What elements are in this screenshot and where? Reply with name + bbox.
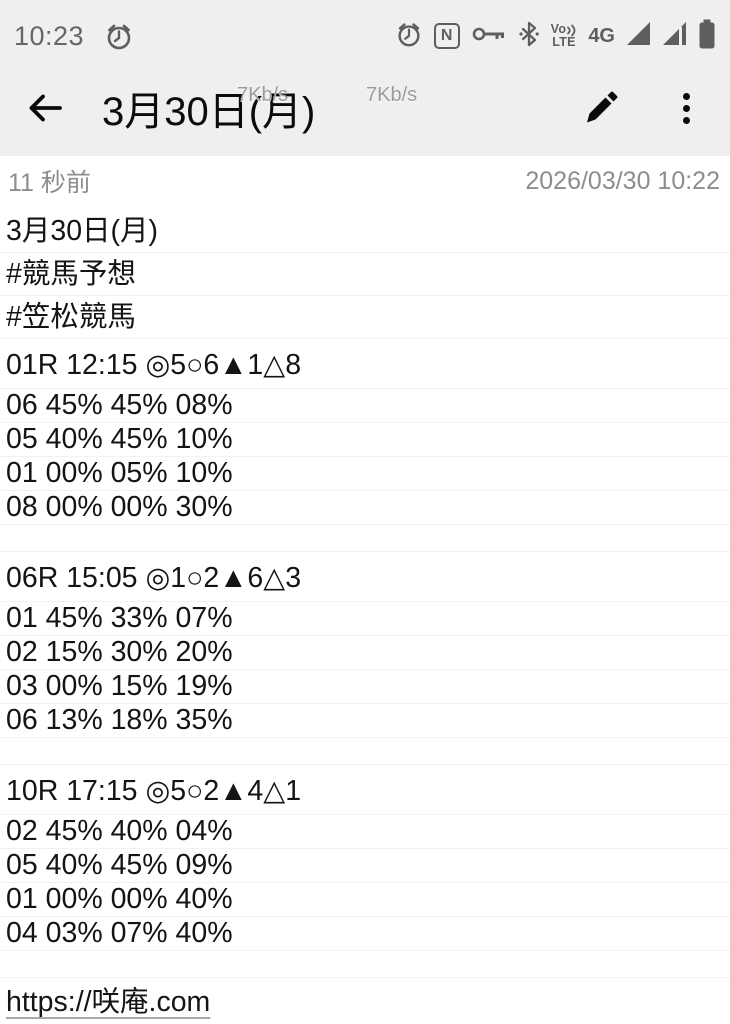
app-bar-actions (581, 88, 694, 128)
note-body[interactable]: 3月30日(月) #競馬予想 #笠松競馬 01R 12:15 ◎5○6▲1△8 06 4… (0, 206, 730, 1024)
net-speed-overlay-right: 7Kb/s (366, 84, 418, 106)
clock-time: 10:23 (14, 20, 85, 51)
status-bar: 10:23 (0, 0, 730, 64)
note-line: 06 13% 18% 35% (0, 704, 730, 738)
top-bar: 10:23 (0, 0, 730, 156)
edit-pencil-button[interactable] (581, 88, 621, 128)
alarm-icon (395, 20, 423, 53)
note-line: #笠松競馬 (0, 296, 730, 339)
note-line: 02 45% 40% 04% (0, 815, 730, 849)
net-speed-overlay-left: 7Kb/s (237, 84, 289, 106)
note-line: 01 00% 00% 40% (0, 883, 730, 917)
note-line: 02 15% 30% 20% (0, 636, 730, 670)
note-edited-relative: 11 秒前 (8, 169, 91, 197)
note-url-link[interactable]: https://咲庵.com (6, 986, 211, 1018)
note-edited-timestamp: 2026/03/30 10:22 (525, 166, 720, 195)
volte-label-bottom: LTE (552, 35, 576, 49)
network-type-label: 4G (588, 24, 615, 47)
volte-icon: Vo LTE (550, 22, 578, 49)
note-line (0, 951, 730, 978)
overflow-menu-button[interactable] (679, 89, 694, 128)
signal-triangle-icon (626, 21, 651, 51)
note-line: 01R 12:15 ◎5○6▲1△8 (0, 339, 730, 389)
note-line: 06R 15:05 ◎1○2▲6△3 (0, 552, 730, 602)
note-line: #競馬予想 (0, 253, 730, 296)
battery-icon (698, 19, 716, 54)
note-line: 04 03% 07% 40% (0, 917, 730, 951)
note-line: 01 00% 05% 10% (0, 457, 730, 491)
note-line-url: https://咲庵.com (0, 978, 730, 1024)
volte-label-top: Vo (550, 22, 567, 36)
note-line (0, 525, 730, 552)
signal-triangle-secondary-icon (662, 21, 687, 51)
nfc-icon: N (433, 23, 460, 49)
volte-waves-icon (567, 24, 576, 37)
bluetooth-icon (518, 20, 540, 53)
nfc-letter: N (440, 27, 453, 44)
back-button[interactable] (26, 89, 64, 127)
note-meta-row: 11 秒前 2026/03/30 10:22 (0, 156, 730, 206)
note-line: 08 00% 00% 30% (0, 491, 730, 525)
vpn-key-icon (471, 23, 507, 50)
alarm-icon (104, 21, 134, 51)
note-line: 06 45% 45% 08% (0, 389, 730, 423)
note-line: 05 40% 45% 09% (0, 849, 730, 883)
note-line (0, 738, 730, 765)
status-icons: N (395, 19, 716, 54)
note-line: 01 45% 33% 07% (0, 602, 730, 636)
note-line: 10R 17:15 ◎5○2▲4△1 (0, 765, 730, 815)
note-line: 03 00% 15% 19% (0, 670, 730, 704)
app-bar: 3月30日(月) (0, 64, 730, 152)
note-line: 05 40% 45% 10% (0, 423, 730, 457)
page-title: 3月30日(月) (102, 90, 316, 134)
note-line: 3月30日(月) (0, 210, 730, 253)
